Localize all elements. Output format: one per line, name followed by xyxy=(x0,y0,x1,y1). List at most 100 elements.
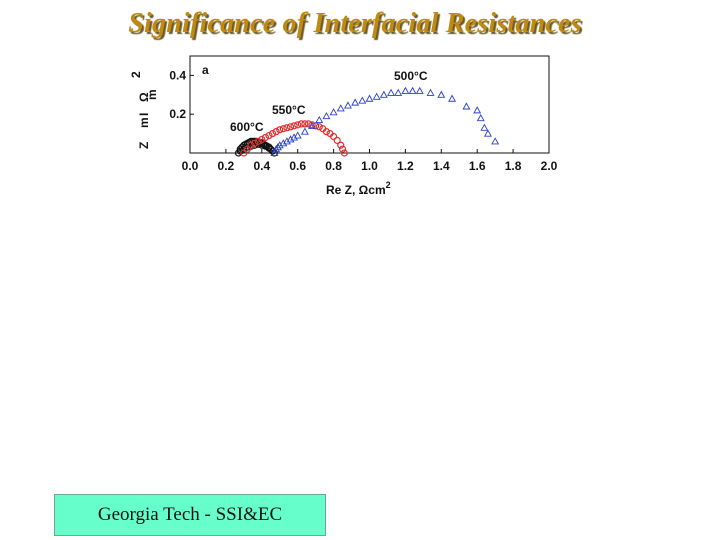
data-point xyxy=(337,141,345,149)
data-point xyxy=(293,131,302,139)
data-point xyxy=(358,96,367,104)
data-marks xyxy=(234,86,500,157)
data-point xyxy=(329,108,338,116)
data-point xyxy=(401,86,410,94)
data-point xyxy=(365,94,374,102)
y-label-glyph-2: I xyxy=(137,113,151,116)
x-tick-label: 1.4 xyxy=(433,159,450,173)
data-point xyxy=(336,104,345,112)
data-point xyxy=(491,137,500,145)
y-ticks: 0.2 0.4 xyxy=(169,68,194,121)
data-point xyxy=(394,88,403,96)
data-point xyxy=(351,98,360,106)
series-annotation-600: 600°C xyxy=(230,120,264,134)
data-point xyxy=(286,135,295,143)
data-point xyxy=(473,106,482,114)
data-point xyxy=(270,148,279,157)
x-tick-label: 1.8 xyxy=(505,159,522,173)
data-point xyxy=(272,144,281,153)
data-point xyxy=(283,124,291,132)
x-tick-label: 0.2 xyxy=(218,159,235,173)
data-point xyxy=(294,121,302,129)
data-point xyxy=(484,129,492,137)
y-label-glyph-0: Z xyxy=(137,142,151,149)
y-axis-label: Z m I Ω m 2 xyxy=(129,71,159,149)
x-axis-label: Re Z, Ωcm2 xyxy=(326,180,391,197)
data-point xyxy=(480,123,489,131)
data-point xyxy=(426,88,435,96)
data-point xyxy=(448,94,457,102)
data-point xyxy=(261,142,269,150)
y-tick-label: 0.2 xyxy=(169,107,186,121)
impedance-chart: 0.0 0.2 0.4 0.6 0.8 1.0 1.2 1.4 1.6 1.8 2.0 0.2 0.4… xyxy=(129,55,558,197)
data-point xyxy=(333,136,341,144)
data-point xyxy=(300,127,309,135)
x-tick-label: 1.6 xyxy=(469,159,486,173)
series-annotation-500: 500°C xyxy=(394,69,428,83)
data-point xyxy=(297,120,305,128)
x-tick-label: 1.2 xyxy=(397,159,414,173)
data-point xyxy=(272,128,280,136)
data-point xyxy=(275,141,284,149)
data-point xyxy=(258,135,266,144)
data-point xyxy=(408,86,417,94)
data-point xyxy=(340,149,348,157)
data-point xyxy=(243,145,252,153)
data-point xyxy=(254,137,262,145)
data-point xyxy=(265,131,273,140)
series-2 xyxy=(270,86,500,157)
data-point xyxy=(273,143,282,151)
data-point xyxy=(462,102,471,110)
data-point xyxy=(338,145,347,153)
data-point xyxy=(254,140,262,148)
x-tick-label: 0.6 xyxy=(289,159,306,173)
x-tick-label: 2.0 xyxy=(541,159,558,173)
y-label-glyph-4: m xyxy=(145,89,159,100)
footer-box: Georgia Tech - SSI&EC xyxy=(54,494,326,536)
data-point xyxy=(247,141,255,149)
data-point xyxy=(261,133,269,142)
data-point xyxy=(330,132,338,141)
plot-frame xyxy=(189,55,550,154)
y-tick-label: 0.4 xyxy=(169,68,186,82)
data-point xyxy=(290,133,299,141)
data-point xyxy=(476,113,485,122)
data-point xyxy=(322,112,331,120)
data-point xyxy=(240,145,248,153)
data-point xyxy=(234,149,243,157)
data-point xyxy=(279,139,288,147)
slide-title: Significance of Interfacial Resistances xyxy=(128,8,582,39)
panel-label: a xyxy=(202,63,209,77)
data-point xyxy=(437,90,446,98)
y-label-glyph-1: m xyxy=(137,117,151,128)
data-point xyxy=(282,137,291,145)
series-annotation-550: 550°C xyxy=(272,103,306,117)
data-point xyxy=(251,139,259,147)
data-point xyxy=(308,121,317,129)
data-point xyxy=(315,115,324,124)
data-point xyxy=(379,90,388,98)
x-tick-label: 0.4 xyxy=(253,159,270,173)
data-point xyxy=(322,128,331,136)
x-ticks: 0.0 0.2 0.4 0.6 0.8 1.0 1.2 1.4 1.6 1.8 2.0 xyxy=(182,149,558,173)
data-point xyxy=(343,101,352,109)
data-point xyxy=(265,144,273,152)
y-label-glyph-3: Ω xyxy=(137,92,151,102)
series-1 xyxy=(240,120,348,157)
data-point xyxy=(301,120,309,128)
data-point xyxy=(290,122,298,130)
data-point xyxy=(236,147,244,155)
data-point xyxy=(315,123,323,131)
x-tick-label: 0.8 xyxy=(325,159,342,173)
data-point xyxy=(240,149,248,157)
y-label-glyph-5: 2 xyxy=(129,71,143,78)
footer-text: Georgia Tech - SSI&EC xyxy=(97,504,283,525)
data-point xyxy=(372,92,381,100)
data-point xyxy=(415,86,424,94)
data-point xyxy=(286,123,295,131)
x-tick-label: 1.0 xyxy=(361,159,378,173)
data-point xyxy=(268,129,277,138)
data-point xyxy=(279,125,287,133)
x-tick-label: 0.0 xyxy=(182,159,199,173)
data-point xyxy=(276,126,284,134)
